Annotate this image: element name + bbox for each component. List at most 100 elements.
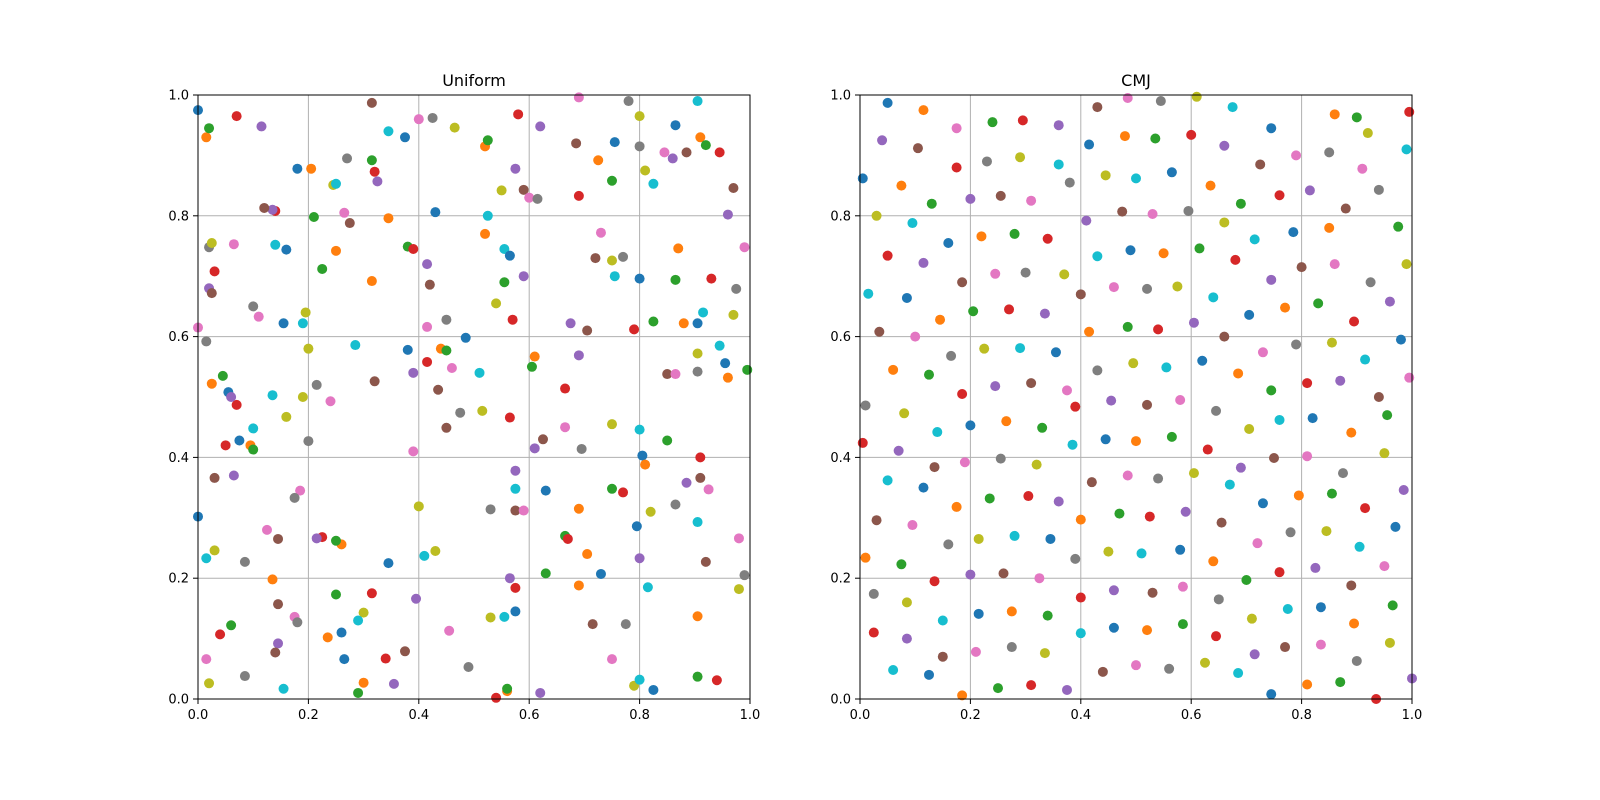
cmj-point bbox=[1401, 259, 1412, 270]
uniform-point bbox=[228, 470, 239, 481]
uniform-point bbox=[634, 273, 645, 284]
uniform-point bbox=[281, 411, 292, 422]
cmj-point bbox=[1177, 619, 1188, 630]
uniform-point bbox=[353, 615, 364, 626]
cmj-point bbox=[1175, 544, 1186, 555]
cmj-point bbox=[946, 350, 957, 361]
cmj-point bbox=[926, 198, 937, 209]
uniform-point bbox=[289, 492, 300, 503]
cmj-point bbox=[1164, 663, 1175, 674]
uniform-point bbox=[201, 654, 212, 665]
uniform-point bbox=[297, 318, 308, 329]
cmj-plot-title: CMJ bbox=[1121, 71, 1151, 90]
cmj-point bbox=[907, 520, 918, 531]
uniform-point bbox=[618, 251, 629, 262]
uniform-plot-frame bbox=[197, 94, 751, 700]
cmj-point bbox=[1266, 689, 1277, 700]
cmj-point bbox=[1183, 205, 1194, 216]
cmj-point bbox=[1142, 399, 1153, 410]
cmj-point bbox=[918, 482, 929, 493]
cmj-point bbox=[1266, 385, 1277, 396]
cmj-point bbox=[990, 381, 1001, 392]
cmj-point bbox=[1188, 317, 1199, 328]
cmj-point bbox=[993, 683, 1003, 694]
cmj-point bbox=[959, 457, 970, 468]
uniform-point bbox=[430, 207, 441, 218]
uniform-point bbox=[573, 580, 584, 591]
cmj-point bbox=[1384, 637, 1395, 648]
cmj-point bbox=[1042, 610, 1053, 621]
uniform-point bbox=[413, 501, 424, 512]
cmj-point bbox=[1108, 585, 1119, 596]
cmj-point bbox=[912, 143, 923, 154]
uniform-point bbox=[430, 546, 441, 557]
cmj-point bbox=[973, 608, 984, 619]
uniform-point bbox=[248, 423, 259, 434]
cmj-point bbox=[998, 568, 1009, 579]
cmj-point bbox=[907, 218, 918, 229]
cmj-point bbox=[1175, 395, 1186, 406]
uniform-x-tick-label: 0.4 bbox=[408, 708, 429, 723]
uniform-point bbox=[369, 166, 380, 177]
uniform-plot-title: Uniform bbox=[442, 71, 506, 90]
uniform-point bbox=[267, 574, 278, 585]
cmj-point bbox=[1390, 521, 1401, 532]
uniform-point bbox=[733, 533, 744, 544]
cmj-point bbox=[899, 408, 910, 419]
uniform-point bbox=[620, 619, 631, 630]
uniform-point bbox=[206, 378, 217, 389]
cmj-point bbox=[1304, 185, 1315, 196]
cmj-point bbox=[1034, 573, 1045, 584]
cmj-point bbox=[1365, 277, 1376, 288]
uniform-point bbox=[504, 573, 515, 584]
uniform-point bbox=[331, 245, 341, 256]
cmj-y-tick-label: 0.8 bbox=[830, 209, 851, 224]
cmj-point bbox=[1274, 190, 1285, 201]
uniform-point bbox=[273, 533, 284, 544]
cmj-point bbox=[1100, 434, 1111, 445]
uniform-point bbox=[422, 356, 433, 367]
cmj-point bbox=[1373, 392, 1384, 402]
cmj-point bbox=[970, 646, 981, 657]
uniform-point bbox=[380, 653, 391, 664]
uniform-point bbox=[607, 654, 617, 665]
cmj-point bbox=[1326, 337, 1337, 348]
uniform-point bbox=[422, 259, 433, 270]
cmj-point bbox=[973, 533, 984, 544]
uniform-point bbox=[595, 227, 606, 238]
cmj-point bbox=[1106, 395, 1117, 406]
uniform-point bbox=[383, 126, 394, 137]
cmj-point bbox=[893, 445, 904, 456]
uniform-point bbox=[502, 683, 513, 694]
cmj-point bbox=[1075, 289, 1086, 300]
uniform-point bbox=[297, 392, 308, 402]
uniform-point bbox=[692, 96, 703, 107]
cmj-point bbox=[1379, 561, 1390, 572]
cmj-point bbox=[1373, 184, 1384, 195]
uniform-point bbox=[372, 176, 383, 187]
cmj-point bbox=[1108, 622, 1119, 633]
uniform-point bbox=[642, 582, 653, 593]
uniform-point bbox=[262, 524, 272, 535]
cmj-point bbox=[976, 231, 987, 242]
cmj-point bbox=[1233, 668, 1244, 679]
uniform-point bbox=[504, 250, 515, 261]
cmj-point bbox=[1216, 517, 1227, 528]
cmj-point bbox=[1291, 150, 1302, 161]
cmj-point bbox=[1230, 254, 1241, 265]
uniform-point bbox=[358, 677, 369, 688]
uniform-point bbox=[728, 183, 739, 194]
uniform-point bbox=[441, 314, 452, 325]
cmj-point bbox=[957, 277, 968, 288]
cmj-point bbox=[990, 268, 1001, 279]
cmj-point bbox=[1346, 427, 1357, 438]
uniform-point bbox=[206, 237, 217, 248]
uniform-point bbox=[518, 184, 529, 195]
uniform-plot: Uniform 0.0 0.2 0.4 0.6 0.8 1.0 0.0 0.2 0.4 0.6 0.… bbox=[168, 71, 760, 723]
uniform-point bbox=[485, 612, 496, 623]
cmj-point bbox=[1103, 546, 1114, 557]
uniform-x-tick-label: 0.2 bbox=[298, 708, 319, 723]
uniform-point bbox=[560, 383, 571, 394]
cmj-point bbox=[1241, 575, 1252, 586]
cmj-point bbox=[1062, 684, 1072, 695]
